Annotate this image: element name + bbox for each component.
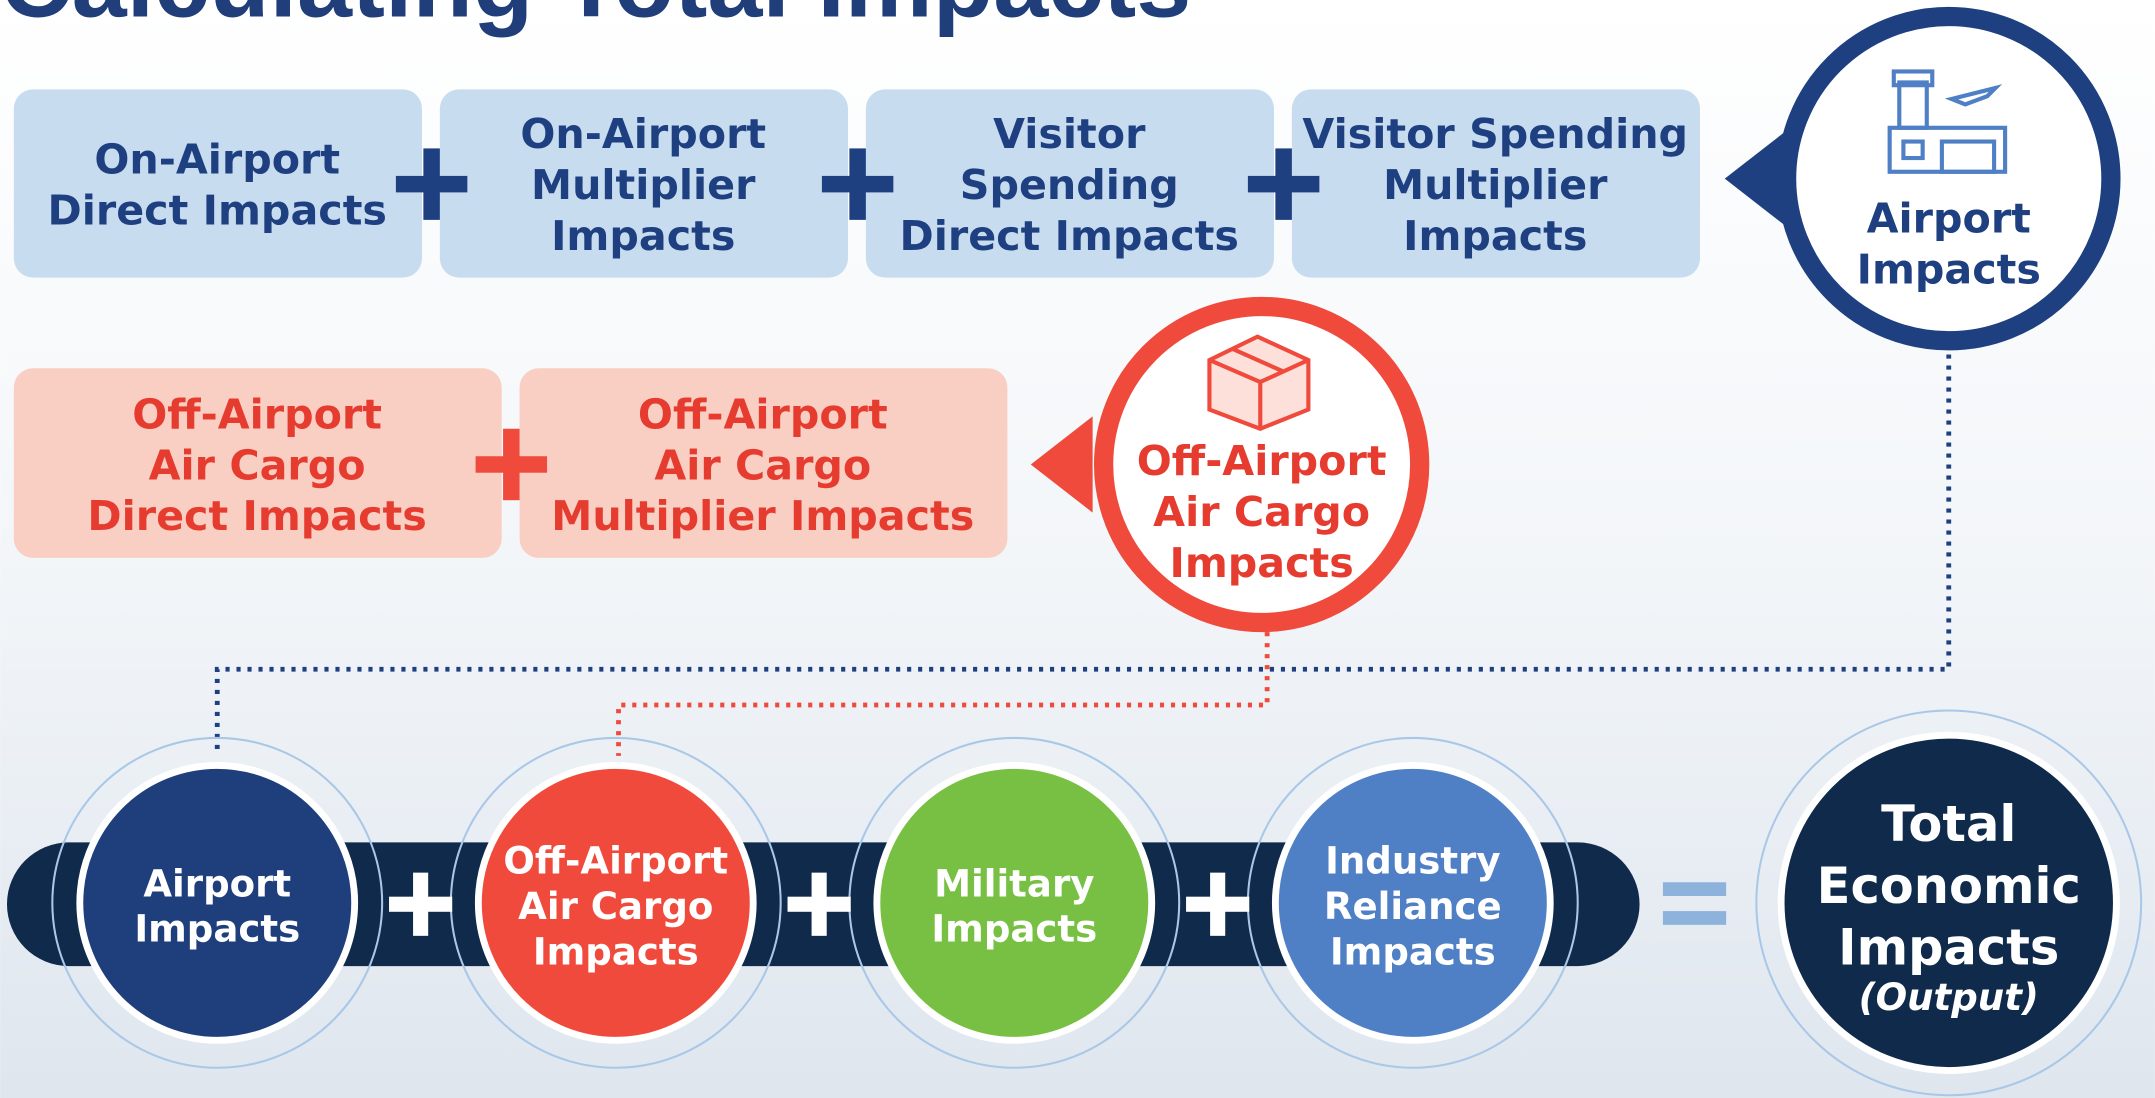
box-text: Multiplier [1383, 161, 1608, 209]
airport-icon [1887, 69, 2008, 174]
component-box [13, 89, 422, 278]
component-box [13, 368, 502, 558]
impact-circle [474, 762, 757, 1044]
box-text: Impacts [1403, 212, 1587, 260]
equals [1662, 911, 1727, 925]
impact-circle [76, 762, 359, 1044]
box-text: Spending [960, 161, 1179, 209]
circle-text: Military [934, 862, 1094, 905]
box-icon [1207, 334, 1311, 431]
cargo-circle [1093, 296, 1430, 633]
box-text: Direct Impacts [48, 186, 387, 234]
impact-circle [1271, 762, 1554, 1044]
box-text: Visitor Spending [1302, 110, 1688, 158]
circle-text: Airport [1867, 195, 2031, 243]
box-text: Direct Impacts [87, 492, 426, 540]
box-text: Multiplier Impacts [551, 492, 974, 540]
plus [413, 872, 429, 936]
box-text: Visitor [993, 110, 1146, 158]
box-text: On-Airport [520, 110, 766, 158]
title: Calculating Total Impacts [0, 0, 1191, 37]
circle-text: Impacts [931, 908, 1097, 951]
box-text: Direct Impacts [900, 212, 1239, 260]
circle-text: Airport [143, 862, 291, 905]
plus [811, 872, 827, 936]
plus [849, 148, 866, 220]
circle-text: Impacts [1857, 246, 2041, 294]
circle-text: Impacts [134, 908, 300, 951]
box-text: Air Cargo [149, 441, 366, 489]
box-text: Impacts [551, 212, 735, 260]
impact-circle [873, 762, 1156, 1044]
plus [1275, 148, 1292, 220]
total-note: (Output) [1859, 976, 2039, 1019]
pointer [1724, 130, 1787, 227]
total-text: Economic [1817, 857, 2081, 915]
plus [1210, 872, 1226, 936]
component-box [439, 89, 849, 278]
ring [51, 736, 384, 1069]
circle-text: Industry [1325, 840, 1500, 883]
component-box [1291, 89, 1701, 278]
circle-text: Off-Airport [503, 840, 728, 883]
box-text: Multiplier [531, 161, 756, 209]
circle-text: Impacts [1170, 539, 1354, 587]
circle-text: Impacts [533, 930, 699, 973]
airport-circle [1776, 6, 2121, 351]
box-text: Air Cargo [654, 441, 871, 489]
total-text: Impacts [1838, 919, 2059, 977]
circle-text: Off-Airport [1137, 437, 1387, 485]
circle-text: Air Cargo [1153, 488, 1370, 536]
circle-text: Impacts [1330, 930, 1496, 973]
box-text: Off-Airport [638, 390, 888, 438]
pointer [1030, 416, 1093, 513]
box-text: Off-Airport [132, 390, 382, 438]
plus [423, 148, 440, 220]
circle-text: Reliance [1324, 885, 1502, 928]
component-box [519, 368, 1008, 558]
box-text: On-Airport [94, 136, 340, 184]
component-box [865, 89, 1275, 278]
equals [1662, 882, 1727, 896]
circle-text: Air Cargo [518, 885, 713, 928]
total-text: Total [1881, 795, 2016, 853]
connector [616, 632, 1270, 756]
plus [503, 428, 520, 501]
ring [1755, 709, 2143, 1097]
total-circle [1777, 731, 2120, 1074]
